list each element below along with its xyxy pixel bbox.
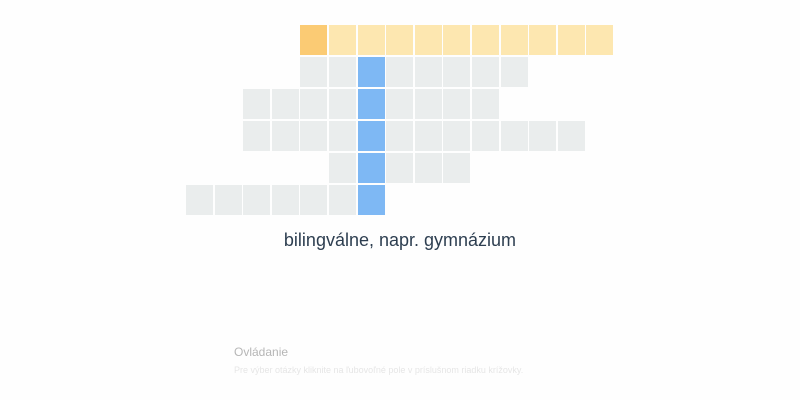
controls-text: Pre výber otázky kliknite na ľubovoľné p… bbox=[234, 365, 524, 375]
current-clue: bilingválne, napr. gymnázium bbox=[283, 230, 517, 250]
crossword-cell-r4-c3[interactable] bbox=[243, 121, 271, 151]
crossword-cell-r6-c4[interactable] bbox=[271, 185, 299, 215]
crossword-cell-r2-c6[interactable] bbox=[329, 57, 356, 87]
crossword-cell-r1-c10[interactable] bbox=[443, 25, 471, 55]
crossword-cell-r5-c9[interactable] bbox=[414, 153, 442, 183]
crossword-cell-r5-c7[interactable] bbox=[357, 153, 385, 183]
crossword-cell-r3-c10[interactable] bbox=[443, 89, 471, 119]
crossword-cell-r6-c6[interactable] bbox=[329, 185, 356, 215]
crossword-cell-r6-c7[interactable] bbox=[357, 185, 385, 215]
crossword-cell-r4-c11[interactable] bbox=[472, 121, 499, 151]
crossword-cell-r1-c14[interactable] bbox=[557, 25, 585, 55]
crossword-cell-r1-c5[interactable] bbox=[300, 25, 328, 55]
crossword-cell-r2-c11[interactable] bbox=[472, 57, 499, 87]
crossword-cell-r2-c5[interactable] bbox=[300, 57, 328, 87]
crossword-cell-r5-c8[interactable] bbox=[386, 153, 414, 183]
crossword-cell-r2-c8[interactable] bbox=[386, 57, 414, 87]
crossword-cell-r3-c4[interactable] bbox=[271, 89, 299, 119]
crossword-cell-r4-c4[interactable] bbox=[271, 121, 299, 151]
controls-title: Ovládanie bbox=[234, 345, 289, 359]
crossword-cell-r3-c9[interactable] bbox=[414, 89, 442, 119]
crossword-cell-r6-c3[interactable] bbox=[243, 185, 271, 215]
crossword-cell-r1-c8[interactable] bbox=[386, 25, 414, 55]
crossword-cell-r4-c6[interactable] bbox=[329, 121, 356, 151]
crossword-cell-r5-c10[interactable] bbox=[443, 153, 471, 183]
crossword-cell-r1-c11[interactable] bbox=[472, 25, 499, 55]
crossword-cell-r1-c7[interactable] bbox=[357, 25, 385, 55]
crossword-cell-r1-c6[interactable] bbox=[329, 25, 356, 55]
crossword-cell-r4-c12[interactable] bbox=[500, 121, 528, 151]
crossword-cell-r4-c9[interactable] bbox=[414, 121, 442, 151]
crossword-cell-r4-c8[interactable] bbox=[386, 121, 414, 151]
crossword-cell-r2-c9[interactable] bbox=[414, 57, 442, 87]
crossword-cell-r3-c3[interactable] bbox=[243, 89, 271, 119]
crossword-cell-r1-c12[interactable] bbox=[500, 25, 528, 55]
crossword-cell-r5-c6[interactable] bbox=[329, 153, 356, 183]
crossword-cell-r4-c7[interactable] bbox=[357, 121, 385, 151]
crossword-cell-r6-c5[interactable] bbox=[300, 185, 328, 215]
crossword-cell-r1-c15[interactable] bbox=[586, 25, 614, 55]
crossword-cell-r3-c11[interactable] bbox=[472, 89, 499, 119]
crossword-cell-r1-c9[interactable] bbox=[414, 25, 442, 55]
crossword-cell-r6-c2[interactable] bbox=[214, 185, 242, 215]
crossword-cell-r2-c12[interactable] bbox=[500, 57, 528, 87]
crossword-cell-r3-c7[interactable] bbox=[357, 89, 385, 119]
crossword-cell-r3-c5[interactable] bbox=[300, 89, 328, 119]
crossword-cell-r4-c14[interactable] bbox=[557, 121, 585, 151]
crossword-cell-r1-c13[interactable] bbox=[529, 25, 557, 55]
crossword-cell-r4-c13[interactable] bbox=[529, 121, 557, 151]
crossword-cell-r2-c10[interactable] bbox=[443, 57, 471, 87]
crossword-cell-r6-c1[interactable] bbox=[186, 185, 213, 215]
crossword-cell-r4-c5[interactable] bbox=[300, 121, 328, 151]
crossword-cell-r2-c7[interactable] bbox=[357, 57, 385, 87]
crossword-cell-r3-c8[interactable] bbox=[386, 89, 414, 119]
crossword-cell-r4-c10[interactable] bbox=[443, 121, 471, 151]
crossword-cell-r3-c6[interactable] bbox=[329, 89, 356, 119]
